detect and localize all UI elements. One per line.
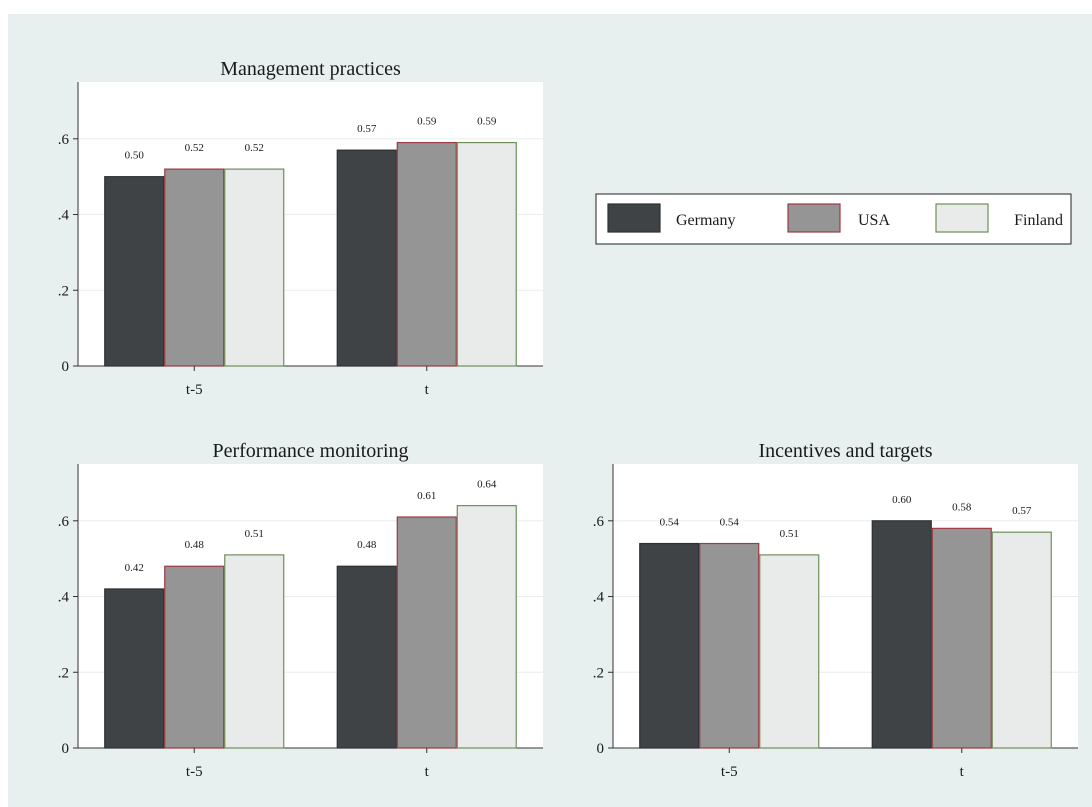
y-tick-label: .2 [58,283,69,299]
data-label: 0.52 [185,142,204,154]
bar-usa-t [396,516,457,749]
bar-finland-t-5 [224,168,285,367]
bar-germany-t [336,565,397,749]
data-label: 0.50 [125,150,145,162]
data-label: 0.42 [125,562,144,574]
data-label: 0.51 [245,528,264,540]
bar-finland-t-5 [759,554,820,749]
x-tick-label: t-5 [186,764,203,780]
data-label: 0.52 [245,142,264,154]
data-label: 0.51 [780,528,799,540]
chart-title: Incentives and targets [758,440,932,462]
data-label: 0.64 [477,479,497,491]
y-tick-label: .4 [58,590,70,606]
x-tick-label: t [425,382,430,398]
data-label: 0.60 [892,494,912,506]
data-label: 0.61 [417,490,436,502]
chart-title: Performance monitoring [212,440,408,462]
bar-finland-t [456,505,517,749]
chart-panel-1: 0 .2 .4 .6 Management practices 0.50 0.52 0.52 t… [58,58,543,398]
legend-label-finland: Finland [1014,212,1063,229]
y-tick-label: .4 [593,590,605,606]
legend-swatch-germany [607,203,661,233]
data-label: 0.54 [660,517,680,529]
bar-germany-t-5 [104,588,165,749]
chart-canvas: 0 .2 .4 .6 Management practices 0.50 0.52 0.52 t… [58,58,1078,780]
bar-usa-t-5 [699,542,760,749]
legend-label-usa: USA [858,212,890,229]
y-tick-label: 0 [597,741,605,757]
y-tick-label: .2 [593,665,604,681]
data-label: 0.57 [357,123,377,135]
data-label: 0.59 [417,116,437,128]
bar-finland-t-5 [224,554,285,749]
y-tick-label: 0 [62,359,70,375]
bar-germany-t-5 [104,176,165,367]
bar-usa-t [396,141,457,367]
legend: Germany USA Finland [595,193,1072,245]
legend-swatch-usa [787,203,841,233]
y-tick-label: .6 [58,132,70,148]
legend-swatch-finland [935,203,989,233]
chart-panel-2: 0 .2 .4 .6 Performance monitoring 0.42 0.48 0.5… [58,440,543,780]
bar-usa-t [931,527,992,749]
chart-panel-3: 0 .2 .4 .6 Incentives and targets 0.54 0.54 0.5… [593,440,1078,780]
data-label: 0.48 [185,539,205,551]
y-tick-label: .4 [58,208,70,224]
bar-germany-t [336,149,397,367]
bar-usa-t-5 [164,565,225,749]
x-tick-label: t [425,764,430,780]
data-label: 0.59 [477,116,497,128]
bar-finland-t [456,141,517,367]
bar-usa-t-5 [164,168,225,367]
x-tick-label: t-5 [721,764,738,780]
legend-label-germany: Germany [676,212,736,229]
y-tick-label: .6 [593,514,605,530]
bar-germany-t-5 [639,542,700,749]
y-tick-label: .6 [58,514,70,530]
data-label: 0.54 [720,517,740,529]
data-label: 0.48 [357,539,377,551]
x-tick-label: t-5 [186,382,203,398]
y-tick-label: 0 [62,741,70,757]
y-tick-label: .2 [58,665,69,681]
x-tick-label: t [960,764,965,780]
figure: 0 .2 .4 .6 Management practices 0.50 0.52 0.52 t… [8,14,1092,807]
data-label: 0.58 [952,501,972,513]
chart-title: Management practices [220,58,401,80]
data-label: 0.57 [1012,505,1032,517]
bar-germany-t [871,520,932,749]
bar-finland-t [991,531,1052,749]
